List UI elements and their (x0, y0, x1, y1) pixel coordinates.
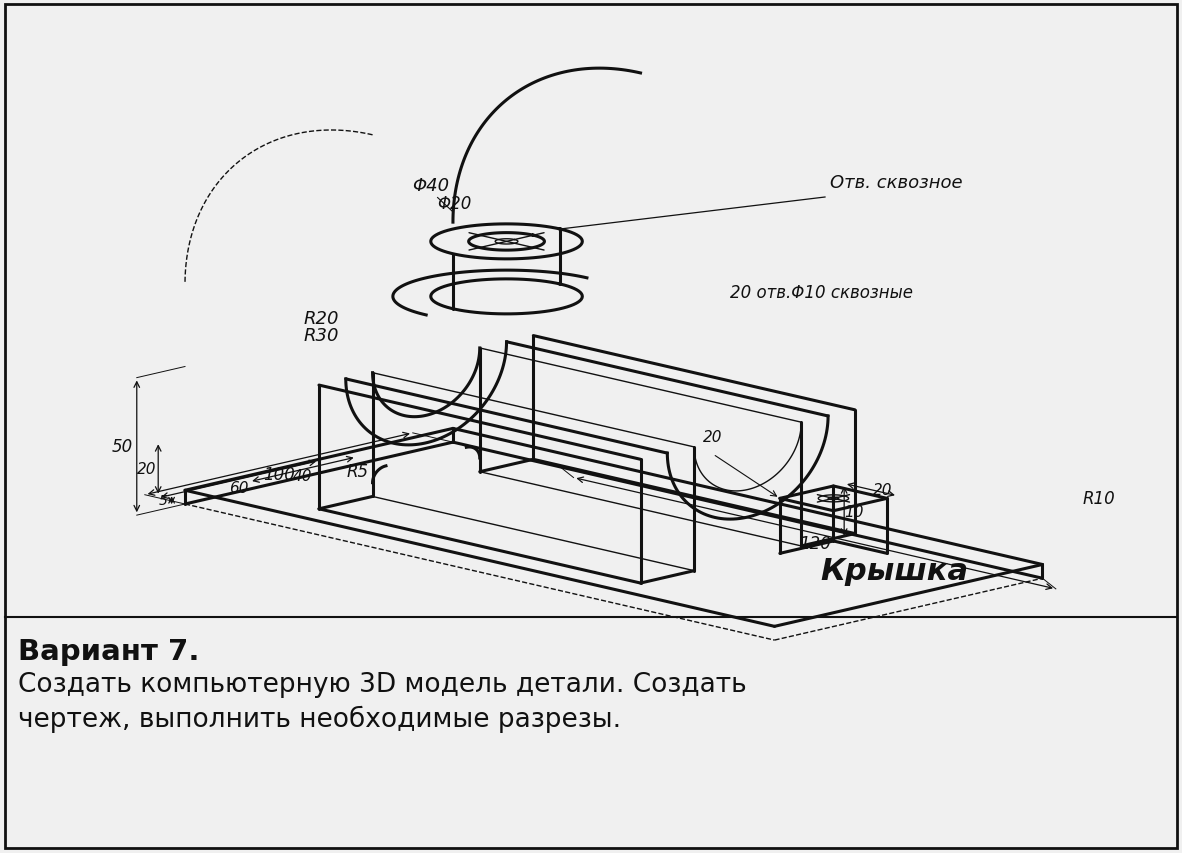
Text: R10: R10 (1083, 490, 1116, 508)
Text: 20 отв.Φ10 сквозные: 20 отв.Φ10 сквозные (730, 284, 913, 302)
Text: Вариант 7.: Вариант 7. (18, 637, 200, 665)
Text: 100: 100 (262, 465, 294, 483)
Text: Φ40: Φ40 (413, 177, 449, 194)
Text: 50: 50 (112, 438, 134, 456)
Text: 5: 5 (160, 494, 168, 508)
Text: 20: 20 (136, 461, 156, 477)
Text: чертеж, выполнить необходимые разрезы.: чертеж, выполнить необходимые разрезы. (18, 705, 621, 733)
Text: Φ20: Φ20 (437, 194, 472, 212)
Text: Крышка: Крышка (820, 557, 968, 586)
Text: 40: 40 (293, 468, 313, 484)
Text: 20: 20 (873, 483, 892, 497)
Text: R30: R30 (304, 326, 339, 345)
Text: R5: R5 (346, 463, 369, 481)
Text: R20: R20 (304, 310, 339, 328)
Text: 60: 60 (229, 480, 248, 496)
Text: Создать компьютерную 3D модель детали. Создать: Создать компьютерную 3D модель детали. С… (18, 671, 747, 697)
Text: 20: 20 (703, 430, 722, 444)
Text: Отв. сквозное: Отв. сквозное (830, 174, 962, 192)
Text: 120: 120 (799, 535, 831, 553)
Text: 10: 10 (844, 504, 864, 519)
